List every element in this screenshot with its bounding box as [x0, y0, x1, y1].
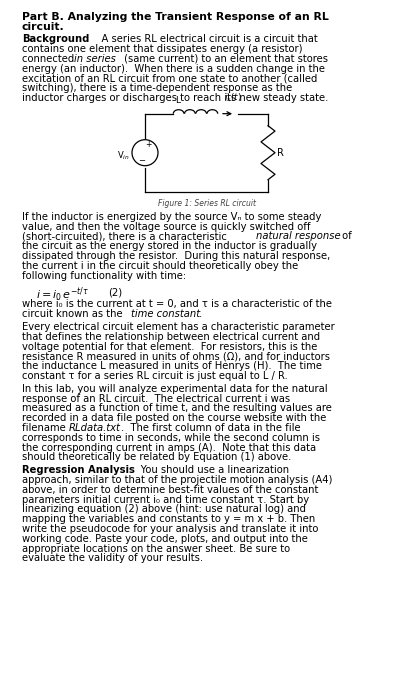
Text: (2): (2) — [108, 287, 122, 298]
Text: the current i in the circuit should theoretically obey the: the current i in the circuit should theo… — [22, 260, 297, 271]
Text: parameters initial current i₀ and time constant τ. Start by: parameters initial current i₀ and time c… — [22, 494, 309, 505]
Text: .: . — [198, 309, 202, 319]
Text: voltage potential for that element.  For resistors, this is the: voltage potential for that element. For … — [22, 342, 317, 351]
Text: measured as a function of time t, and the resulting values are: measured as a function of time t, and th… — [22, 403, 331, 413]
Text: the inductance L measured in units of Henrys (H).  The time: the inductance L measured in units of He… — [22, 361, 321, 371]
Text: (short-circuited), there is a characteristic: (short-circuited), there is a characteri… — [22, 231, 230, 241]
Text: of: of — [338, 231, 351, 241]
Text: Background: Background — [22, 34, 89, 44]
Text: energy (an inductor).  When there is a sudden change in the: energy (an inductor). When there is a su… — [22, 64, 324, 74]
Text: switching), there is a time-dependent response as the: switching), there is a time-dependent re… — [22, 83, 292, 93]
Text: circuit.: circuit. — [22, 22, 64, 32]
Text: write the pseudocode for your analysis and translate it into: write the pseudocode for your analysis a… — [22, 524, 318, 534]
Text: response of an RL circuit.  The electrical current i was: response of an RL circuit. The electrica… — [22, 393, 290, 403]
Text: RLdata.txt: RLdata.txt — [69, 423, 120, 433]
Text: filename: filename — [22, 423, 69, 433]
Text: linearizing equation (2) above (hint: use natural log) and: linearizing equation (2) above (hint: us… — [22, 504, 305, 514]
Text: time constant: time constant — [131, 309, 200, 319]
Text: circuit known as the: circuit known as the — [22, 309, 126, 319]
Text: approach, similar to that of the projectile motion analysis (A4): approach, similar to that of the project… — [22, 475, 332, 485]
Text: following functionality with time:: following functionality with time: — [22, 270, 186, 281]
Text: resistance R measured in units of ohms (Ω), and for inductors: resistance R measured in units of ohms (… — [22, 351, 329, 361]
Text: $i_s(t)$: $i_s(t)$ — [223, 91, 241, 104]
Text: evaluate the validity of your results.: evaluate the validity of your results. — [22, 553, 203, 564]
Text: the corresponding current in amps (A).  Note that this data: the corresponding current in amps (A). N… — [22, 442, 316, 452]
Text: L: L — [175, 96, 180, 105]
Text: above, in order to determine best-fit values of the constant: above, in order to determine best-fit va… — [22, 484, 318, 495]
Text: +: + — [145, 140, 151, 149]
Text: (same current) to an element that stores: (same current) to an element that stores — [121, 54, 327, 64]
Text: If the inductor is energized by the source Vₙ to some steady: If the inductor is energized by the sour… — [22, 211, 320, 222]
Text: corresponds to time in seconds, while the second column is: corresponds to time in seconds, while th… — [22, 433, 319, 442]
Text: Every electrical circuit element has a characteristic parameter: Every electrical circuit element has a c… — [22, 322, 334, 332]
Text: recorded in a data file posted on the course website with the: recorded in a data file posted on the co… — [22, 413, 325, 423]
Text: excitation of an RL circuit from one state to another (called: excitation of an RL circuit from one sta… — [22, 74, 317, 83]
Text: contains one element that dissipates energy (a resistor): contains one element that dissipates ene… — [22, 44, 302, 54]
Text: working code. Paste your code, plots, and output into the: working code. Paste your code, plots, an… — [22, 533, 307, 544]
Text: where i₀ is the current at t = 0, and τ is a characteristic of the: where i₀ is the current at t = 0, and τ … — [22, 300, 331, 309]
Text: value, and then the voltage source is quickly switched off: value, and then the voltage source is qu… — [22, 221, 310, 232]
Text: the circuit as the energy stored in the inductor is gradually: the circuit as the energy stored in the … — [22, 241, 316, 251]
Text: R: R — [276, 148, 283, 158]
Text: should theoretically be related by Equation (1) above.: should theoretically be related by Equat… — [22, 452, 291, 462]
Text: Regression Analysis: Regression Analysis — [22, 465, 135, 475]
Text: dissipated through the resistor.  During this natural response,: dissipated through the resistor. During … — [22, 251, 330, 261]
Text: You should use a linearization: You should use a linearization — [122, 465, 288, 475]
Text: $i = i_0\,e^{-t/\tau}$: $i = i_0\,e^{-t/\tau}$ — [36, 286, 89, 304]
Text: .  The first column of data in the file: . The first column of data in the file — [121, 423, 300, 433]
Text: A series RL electrical circuit is a circuit that: A series RL electrical circuit is a circ… — [89, 34, 317, 44]
Text: inductor charges or discharges to reach its new steady state.: inductor charges or discharges to reach … — [22, 93, 328, 103]
Text: constant τ for a series RL circuit is just equal to L / R.: constant τ for a series RL circuit is ju… — [22, 371, 287, 381]
Text: mapping the variables and constants to y = m x + b. Then: mapping the variables and constants to y… — [22, 514, 314, 524]
Text: In this lab, you will analyze experimental data for the natural: In this lab, you will analyze experiment… — [22, 384, 327, 393]
Text: natural response: natural response — [255, 231, 340, 241]
Text: appropriate locations on the answer sheet. Be sure to: appropriate locations on the answer shee… — [22, 543, 290, 554]
Text: Part B. Analyzing the Transient Response of an RL: Part B. Analyzing the Transient Response… — [22, 12, 328, 22]
Text: that defines the relationship between electrical current and: that defines the relationship between el… — [22, 332, 319, 342]
Text: connected: connected — [22, 54, 77, 64]
Text: in series: in series — [74, 54, 116, 64]
Text: V$_{in}$: V$_{in}$ — [117, 150, 130, 162]
Text: Figure 1: Series RL circuit: Figure 1: Series RL circuit — [158, 199, 255, 208]
Text: −: − — [138, 156, 145, 165]
